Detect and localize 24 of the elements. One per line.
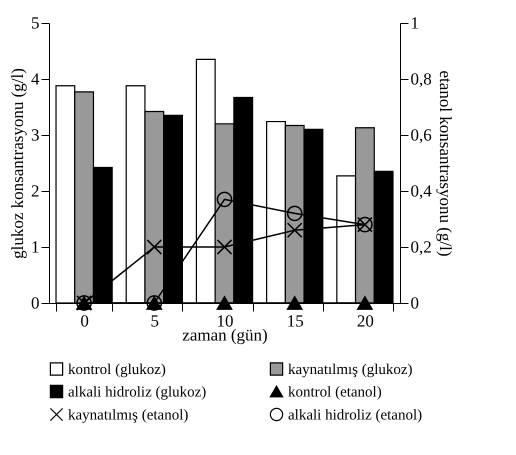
y2-axis-title: etanol konsantrasyonu (g/l) [436,70,455,257]
y-tick-label: 2 [31,182,40,200]
y2-tick-label: 0,2 [410,238,432,256]
y-tick-label: 4 [31,70,40,88]
x-tick-label: 0 [80,312,89,330]
legend-label: alkali hidroliz (glukoz) [68,384,206,400]
legend-label: kontrol (etanol) [288,384,382,400]
x-tick-label: 20 [356,312,374,330]
y-tick-label: 0 [31,294,40,312]
y-tick-label: 5 [31,14,40,32]
y2-tick-label: 0,8 [410,70,432,88]
y-tick-label: 1 [31,238,40,256]
y2-tick-label: 0 [410,294,419,312]
y-tick-label: 3 [31,126,40,144]
y2-tick-label: 0,6 [410,126,432,144]
legend-label: kaynatılmış (etanol) [68,408,188,424]
y2-tick-label: 1 [410,14,419,32]
legend-label: kontrol (glukoz) [68,362,166,378]
legend-label: alkali hidroliz (etanol) [288,408,422,424]
y2-tick-label: 0,4 [410,182,432,200]
y-axis-title: glukoz konsantrasyonu (g/l) [8,68,27,259]
legend-label: kaynatılmış (glukoz) [288,362,413,378]
x-tick-label: 15 [286,312,304,330]
x-tick-label: 5 [150,312,160,330]
